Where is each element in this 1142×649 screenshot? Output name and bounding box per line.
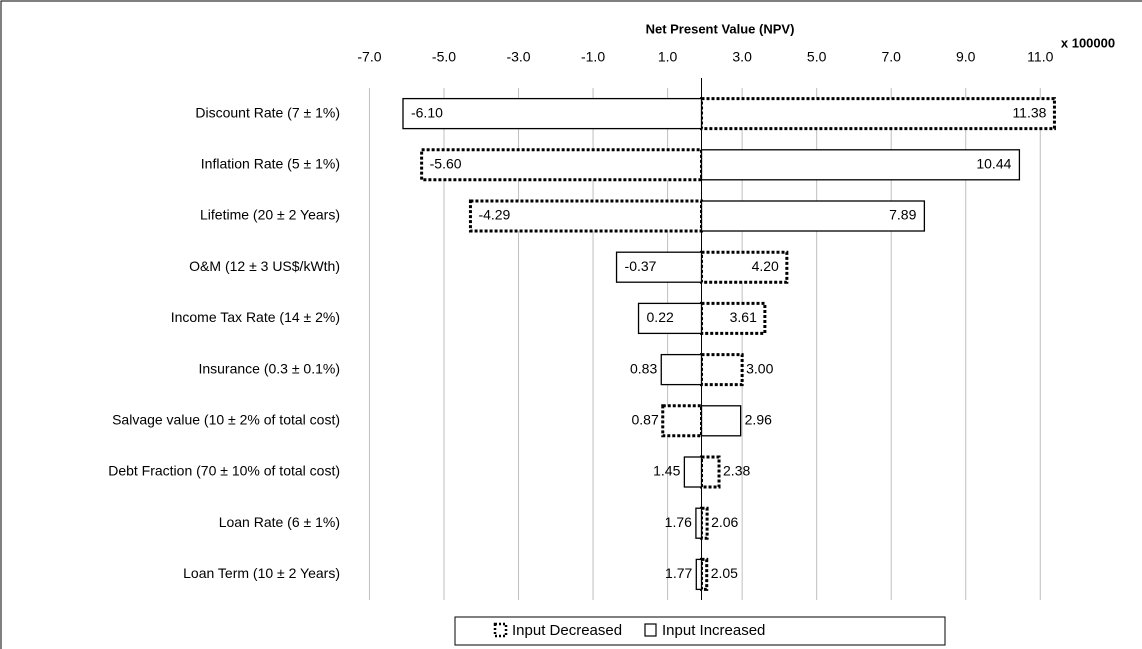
bar	[700, 200, 926, 232]
data-label: 2.05	[711, 565, 738, 581]
data-label: 11.38	[1012, 104, 1046, 120]
bar	[700, 353, 744, 387]
data-label: 1.76	[665, 514, 692, 530]
data-label: 2.38	[723, 463, 750, 479]
x-axis-label: Net Present Value (NPV)	[646, 21, 795, 36]
bar	[700, 250, 789, 284]
x-multiplier: x 100000	[1061, 35, 1115, 50]
bar	[700, 557, 709, 591]
category-label: Lifetime (20 ± 2 Years)	[200, 207, 340, 223]
category-label: Loan Term (10 ± 2 Years)	[183, 565, 340, 581]
bar	[615, 251, 703, 283]
x-tick-label: -7.0	[357, 49, 381, 65]
bar	[700, 97, 1056, 131]
data-label: 2.96	[745, 412, 772, 428]
data-label: -0.37	[625, 258, 657, 274]
x-tick-label: -3.0	[506, 49, 530, 65]
bar	[700, 149, 1021, 181]
category-label: Income Tax Rate (14 ± 2%)	[171, 309, 340, 325]
x-tick-label: 9.0	[956, 49, 976, 65]
data-label: 3.61	[730, 309, 757, 325]
x-tick-label: 5.0	[807, 49, 827, 65]
x-tick-label: 3.0	[732, 49, 752, 65]
data-label: 2.06	[711, 514, 738, 530]
x-tick-label: 1.0	[658, 49, 678, 65]
bar	[700, 506, 709, 540]
data-label: 10.44	[976, 156, 1011, 172]
category-label: Salvage value (10 ± 2% of total cost)	[112, 412, 340, 428]
category-label: Insurance (0.3 ± 0.1%)	[198, 360, 340, 376]
data-label: -5.60	[430, 156, 462, 172]
bar	[695, 507, 703, 539]
x-tick-label: -5.0	[432, 49, 456, 65]
bar	[637, 302, 703, 335]
data-label: 1.77	[665, 565, 692, 581]
data-label: 7.89	[889, 207, 916, 223]
bar	[695, 558, 703, 591]
bar	[700, 301, 767, 335]
category-label: O&M (12 ± 3 US$/kWth)	[189, 258, 340, 274]
data-label: 4.20	[752, 258, 779, 274]
category-label: Loan Rate (6 ± 1%)	[219, 514, 340, 530]
data-label: 0.83	[630, 360, 657, 376]
legend-swatch	[493, 622, 508, 638]
bar	[700, 455, 721, 489]
bar	[700, 405, 742, 437]
x-tick-label: 7.0	[881, 49, 901, 65]
legend	[454, 616, 946, 646]
x-tick-label: -1.0	[581, 49, 605, 65]
bar	[661, 404, 704, 438]
data-label: -4.29	[478, 207, 510, 223]
data-label: 0.22	[647, 309, 674, 325]
data-label: 0.87	[632, 412, 659, 428]
category-label: Discount Rate (7 ± 1%)	[195, 104, 340, 120]
legend-label: Input Increased	[662, 622, 765, 639]
data-label: 3.00	[746, 360, 773, 376]
x-tick-label: 11.0	[1027, 49, 1053, 65]
bar	[468, 199, 704, 233]
bar	[402, 97, 703, 130]
data-label: 1.45	[653, 463, 680, 479]
data-label: -6.10	[411, 104, 443, 120]
category-label: Debt Fraction (70 ± 10% of total cost)	[108, 463, 340, 479]
category-label: Inflation Rate (5 ± 1%)	[201, 156, 340, 172]
bar	[420, 148, 704, 182]
legend-label: Input Decreased	[512, 622, 622, 639]
legend-swatch	[644, 623, 657, 637]
bar	[660, 353, 703, 386]
bar	[683, 456, 703, 488]
